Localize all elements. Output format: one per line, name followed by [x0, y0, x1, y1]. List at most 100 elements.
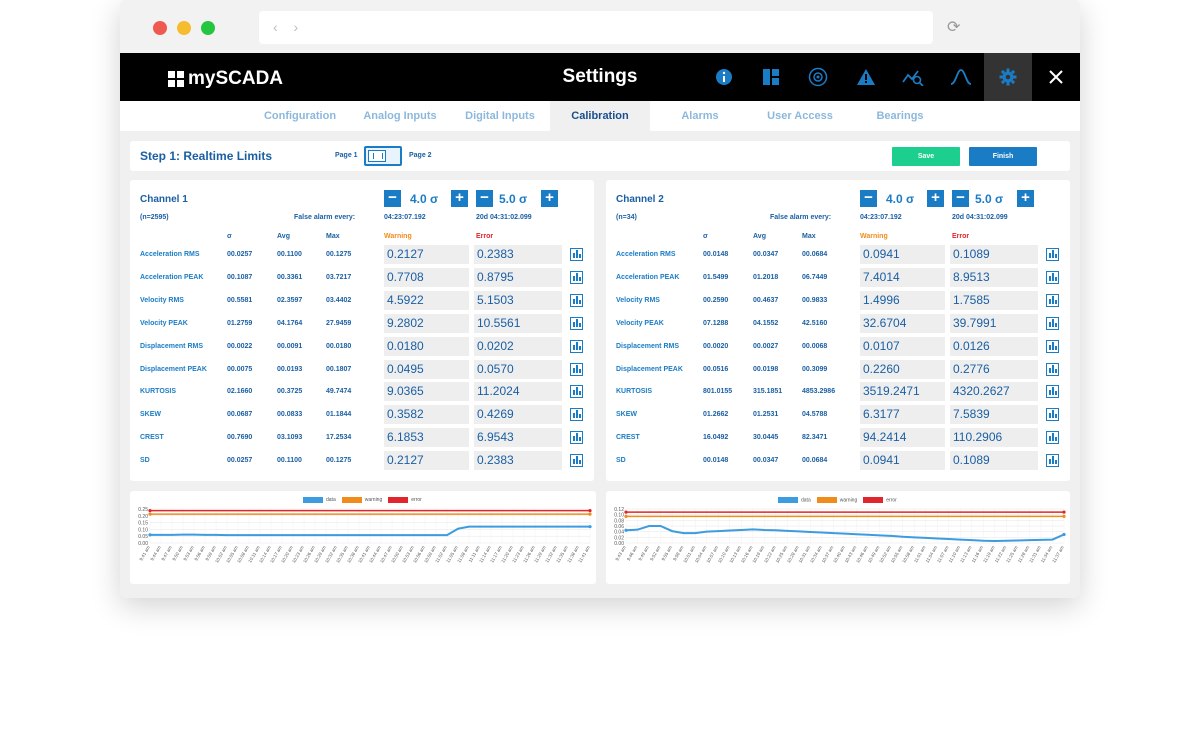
- bar-chart-icon[interactable]: [570, 270, 583, 284]
- error-limit-field[interactable]: 0.0570: [474, 359, 562, 379]
- warning-limit-field[interactable]: 0.0495: [384, 359, 469, 379]
- legend-item[interactable]: error: [863, 497, 897, 503]
- bar-chart-icon[interactable]: [570, 408, 583, 422]
- tab-analog-inputs[interactable]: Analog Inputs: [363, 110, 437, 122]
- legend-item[interactable]: error: [388, 497, 422, 503]
- bar-chart-icon[interactable]: [1046, 316, 1059, 330]
- bar-chart-icon[interactable]: [570, 293, 583, 307]
- error-limit-field[interactable]: 10.5561: [474, 313, 562, 333]
- error-limit-field[interactable]: 0.1089: [950, 245, 1038, 264]
- tab-user-access[interactable]: User Access: [767, 110, 833, 122]
- analytics-icon[interactable]: [889, 53, 937, 101]
- warning-decrease-button[interactable]: −: [384, 190, 401, 207]
- error-decrease-button[interactable]: −: [952, 190, 969, 207]
- warning-increase-button[interactable]: +: [451, 190, 468, 207]
- data-point[interactable]: [624, 510, 628, 514]
- legend-item[interactable]: warning: [341, 497, 382, 503]
- legend-item[interactable]: warning: [816, 497, 857, 503]
- bar-chart-icon[interactable]: [570, 316, 583, 330]
- bar-chart-icon[interactable]: [1046, 408, 1059, 422]
- bar-chart-icon[interactable]: [1046, 293, 1059, 307]
- warning-icon[interactable]: [842, 53, 890, 101]
- data-point[interactable]: [624, 528, 628, 532]
- reload-icon[interactable]: ⟳: [947, 19, 961, 36]
- info-icon[interactable]: [700, 53, 748, 101]
- warning-limit-field[interactable]: 9.2802: [384, 313, 469, 333]
- warning-limit-field[interactable]: 0.2260: [860, 359, 945, 379]
- data-point[interactable]: [588, 508, 592, 513]
- error-limit-field[interactable]: 0.2383: [474, 451, 562, 471]
- bar-chart-icon[interactable]: [1046, 431, 1059, 445]
- error-limit-field[interactable]: 11.2024: [474, 382, 562, 402]
- address-bar[interactable]: ‹ ›: [259, 11, 933, 44]
- bar-chart-icon[interactable]: [1046, 362, 1059, 376]
- close-window-button[interactable]: [153, 21, 167, 35]
- error-limit-field[interactable]: 0.0202: [474, 336, 562, 356]
- warning-limit-field[interactable]: 3519.2471: [860, 382, 945, 402]
- tab-alarms[interactable]: Alarms: [681, 110, 719, 122]
- maximize-window-button[interactable]: [201, 21, 215, 35]
- bar-chart-icon[interactable]: [1046, 248, 1059, 261]
- warning-limit-field[interactable]: 9.0365: [384, 382, 469, 402]
- bar-chart-icon[interactable]: [570, 385, 583, 399]
- data-point[interactable]: [588, 512, 592, 516]
- warning-limit-field[interactable]: 6.3177: [860, 405, 945, 425]
- error-increase-button[interactable]: +: [541, 190, 558, 207]
- warning-limit-field[interactable]: 0.0941: [860, 451, 945, 471]
- bar-chart-icon[interactable]: [1046, 339, 1059, 353]
- tab-calibration[interactable]: Calibration: [550, 101, 650, 131]
- error-limit-field[interactable]: 8.9513: [950, 267, 1038, 287]
- minimize-window-button[interactable]: [177, 21, 191, 35]
- error-limit-field[interactable]: 1.7585: [950, 290, 1038, 310]
- error-decrease-button[interactable]: −: [476, 190, 493, 207]
- bar-chart-icon[interactable]: [570, 431, 583, 445]
- error-limit-field[interactable]: 5.1503: [474, 290, 562, 310]
- data-point[interactable]: [1062, 510, 1066, 514]
- error-limit-field[interactable]: 39.7991: [950, 313, 1038, 333]
- close-icon[interactable]: [1032, 53, 1080, 101]
- warning-limit-field[interactable]: 1.4996: [860, 290, 945, 310]
- warning-limit-field[interactable]: 32.6704: [860, 313, 945, 333]
- warning-limit-field[interactable]: 0.0941: [860, 245, 945, 264]
- finish-button[interactable]: Finish: [969, 147, 1037, 166]
- dashboard-icon[interactable]: [747, 53, 795, 101]
- data-point[interactable]: [148, 512, 152, 516]
- error-limit-field[interactable]: 110.2906: [950, 428, 1038, 448]
- error-limit-field[interactable]: 0.2383: [474, 245, 562, 264]
- warning-limit-field[interactable]: 0.2127: [384, 451, 469, 471]
- warning-limit-field[interactable]: 0.2127: [384, 245, 469, 264]
- tab-configuration[interactable]: Configuration: [263, 110, 337, 122]
- warning-limit-field[interactable]: 0.7708: [384, 267, 469, 287]
- warning-limit-field[interactable]: 0.0180: [384, 336, 469, 356]
- error-limit-field[interactable]: 4320.2627: [950, 382, 1038, 402]
- error-limit-field[interactable]: 0.0126: [950, 336, 1038, 356]
- bar-chart-icon[interactable]: [1046, 454, 1059, 468]
- bar-chart-icon[interactable]: [570, 362, 583, 376]
- warning-decrease-button[interactable]: −: [860, 190, 877, 207]
- error-limit-field[interactable]: 6.9543: [474, 428, 562, 448]
- legend-item[interactable]: data: [303, 497, 336, 503]
- back-forward-icon[interactable]: ‹ ›: [273, 19, 305, 35]
- error-increase-button[interactable]: +: [1017, 190, 1034, 207]
- gear-icon[interactable]: [984, 53, 1032, 101]
- error-limit-field[interactable]: 0.8795: [474, 267, 562, 287]
- error-limit-field[interactable]: 0.1089: [950, 451, 1038, 471]
- bar-chart-icon[interactable]: [1046, 385, 1059, 399]
- warning-increase-button[interactable]: +: [927, 190, 944, 207]
- warning-limit-field[interactable]: 94.2414: [860, 428, 945, 448]
- error-limit-field[interactable]: 0.4269: [474, 405, 562, 425]
- warning-limit-field[interactable]: 4.5922: [384, 290, 469, 310]
- error-limit-field[interactable]: 7.5839: [950, 405, 1038, 425]
- save-button[interactable]: Save: [892, 147, 960, 166]
- bar-chart-icon[interactable]: [1046, 270, 1059, 284]
- data-point[interactable]: [1062, 532, 1066, 537]
- data-point[interactable]: [588, 525, 592, 529]
- data-point[interactable]: [1062, 514, 1066, 518]
- tab-digital-inputs[interactable]: Digital Inputs: [465, 110, 535, 122]
- network-icon[interactable]: [794, 53, 842, 101]
- tab-bearings[interactable]: Bearings: [876, 110, 924, 122]
- data-point[interactable]: [624, 514, 628, 518]
- warning-limit-field[interactable]: 0.0107: [860, 336, 945, 356]
- warning-limit-field[interactable]: 7.4014: [860, 267, 945, 287]
- data-point[interactable]: [148, 533, 152, 537]
